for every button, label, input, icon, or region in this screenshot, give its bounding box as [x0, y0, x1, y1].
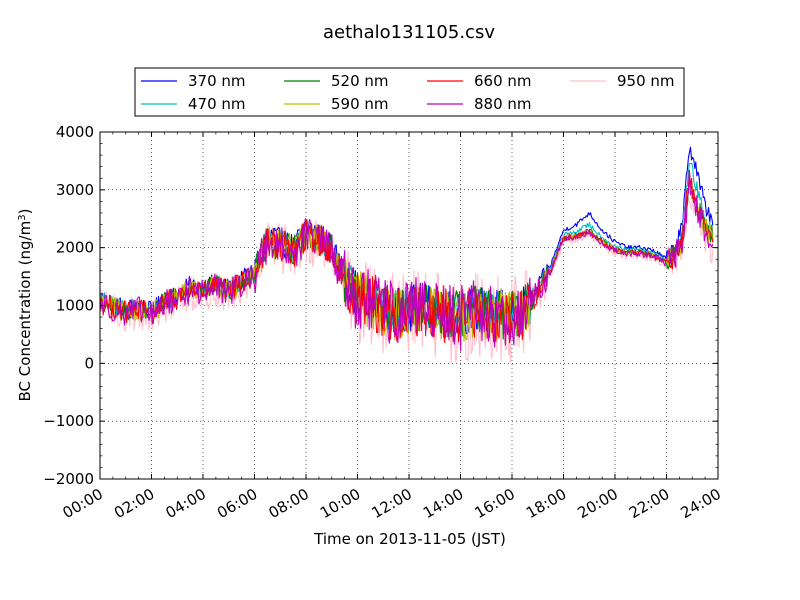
y-tick-label: −2000 [43, 470, 94, 488]
legend-label: 520 nm [331, 72, 389, 90]
y-tick-label: 3000 [56, 181, 94, 199]
axis-ticks [99, 131, 719, 480]
legend-label: 470 nm [188, 95, 246, 113]
legend-label: 880 nm [474, 95, 532, 113]
plot-series [99, 146, 714, 364]
y-tick-label: 1000 [56, 297, 94, 315]
y-tick-labels: 4000 3000 2000 1000 0 −1000 −2000 [43, 123, 94, 488]
x-axis-label: Time on 2013-11-05 (JST) [313, 530, 506, 548]
chart-title: aethalo131105.csv [323, 22, 495, 43]
y-tick-label: 2000 [56, 239, 94, 257]
y-tick-label: 0 [84, 354, 94, 372]
legend-label: 370 nm [188, 72, 246, 90]
y-axis-label-end: ) [16, 209, 34, 215]
y-axis-label-superscript: 3 [17, 214, 28, 220]
legend-label: 590 nm [331, 95, 389, 113]
legend: 370 nm 470 nm 520 nm 590 nm 660 nm 880 nm 950 … [134, 67, 685, 117]
legend-label: 660 nm [474, 72, 532, 90]
series-line [99, 169, 714, 352]
y-axis-label: BC Concentration (ng/m3) [16, 209, 34, 402]
y-tick-label: −1000 [43, 412, 94, 430]
y-axis-label-main: BC Concentration (ng/m [16, 221, 34, 402]
legend-box [134, 67, 685, 117]
legend-label: 950 nm [617, 72, 675, 90]
series-line [99, 169, 714, 346]
y-tick-label: 4000 [56, 123, 94, 141]
